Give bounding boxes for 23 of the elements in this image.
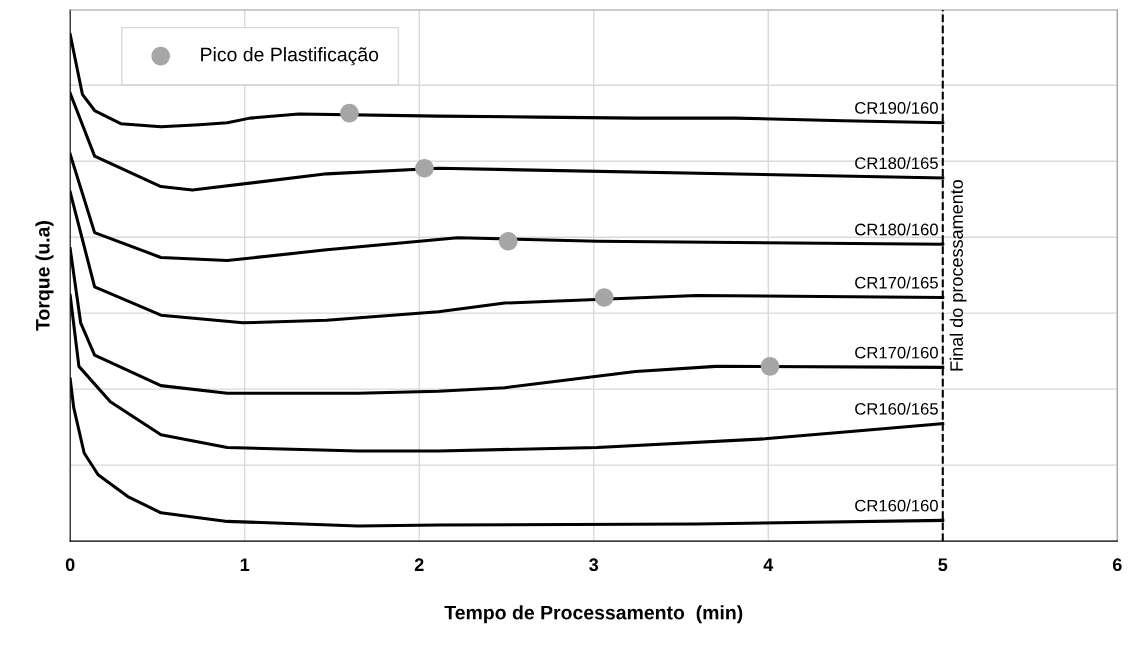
x-tick-label: 2 [414,558,424,571]
x-tick-label: 3 [589,558,599,572]
x-tick-label: 5 [938,558,948,572]
legend-label: Pico de Plastificação [201,47,379,66]
point [760,357,780,376]
ref-line-label: Final do processamento [949,179,967,371]
x-tick-label: 4 [763,558,774,571]
point [340,103,359,123]
series-label: CR190/160 [855,101,938,114]
series-label: CR160/160 [855,499,938,512]
x-tick-label: 1 [240,558,250,571]
point [415,158,434,178]
series-label: CR160/165 [855,402,938,415]
point [498,231,518,251]
series-label: CR170/160 [855,346,938,359]
series-label: CR180/160 [855,223,938,236]
y-axis-title: Torque (u.a) [35,221,54,331]
x-tick-label: 6 [1112,558,1122,572]
x-axis-title: Tempo de Processamento (min) [444,605,743,624]
x-tick-label: 0 [65,558,75,572]
series-label: CR180/165 [855,156,938,170]
point [594,288,614,307]
series-label: CR170/165 [855,276,938,289]
